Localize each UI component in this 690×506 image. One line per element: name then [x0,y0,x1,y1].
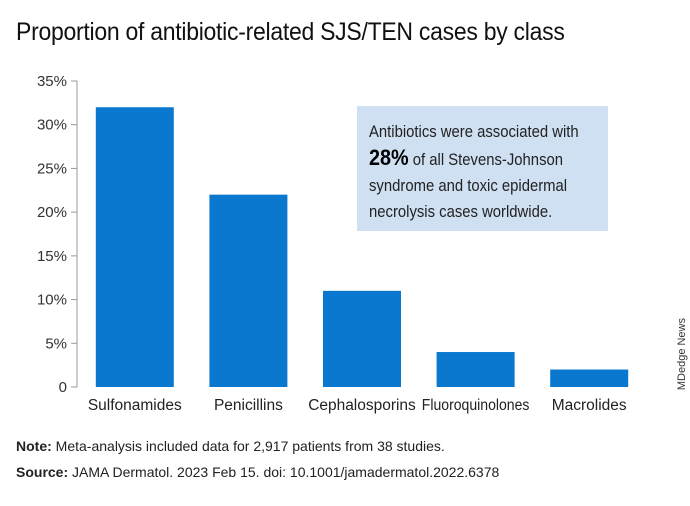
y-tick-label: 10% [37,292,67,309]
note-text: Meta-analysis included data for 2,917 pa… [51,438,445,454]
source: Source: JAMA Dermatol. 2023 Feb 15. doi:… [16,464,499,480]
bar [550,369,629,387]
callout-box: Antibiotics were associated with 28% of … [357,106,608,231]
note-label: Note: [16,438,52,454]
callout-line-1: Antibiotics were associated with [369,123,579,141]
callout-line-4: necrolysis cases worldwide. [369,203,553,221]
y-tick-label: 35% [37,73,67,90]
bar [95,107,174,387]
bar [323,290,401,387]
callout-line-3: syndrome and toxic epidermal [369,177,568,195]
x-tick-label: Macrolides [552,397,627,414]
y-tick-label: 15% [37,248,67,265]
y-tick-label: 30% [37,117,67,134]
callout-highlight: 28% [369,145,409,170]
bar [209,194,288,387]
y-tick-label: 5% [45,335,67,352]
x-tick-label: Sulfonamides [88,397,182,414]
chart-title: Proportion of antibiotic-related SJS/TEN… [16,18,565,46]
source-label: Source: [16,464,69,480]
bar [436,352,515,387]
x-tick-label: Penicillins [214,397,283,414]
callout-line-2-rest: of all Stevens-Johnson [408,151,564,169]
x-tick-label: Fluoroquinolones [422,397,530,414]
y-tick-label: 0 [59,379,67,396]
source-text: JAMA Dermatol. 2023 Feb 15. doi: 10.1001… [68,464,500,480]
y-tick-label: 20% [37,204,67,221]
x-tick-label: Cephalosporins [308,397,416,414]
note: Note: Meta-analysis included data for 2,… [16,438,445,454]
callout-line-2: 28% of all Stevens-Johnson [369,145,577,173]
credit-label: MDedge News [676,318,688,391]
y-tick-label: 25% [37,160,67,177]
